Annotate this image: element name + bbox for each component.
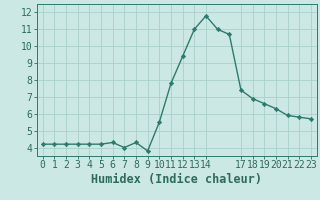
X-axis label: Humidex (Indice chaleur): Humidex (Indice chaleur) bbox=[91, 173, 262, 186]
